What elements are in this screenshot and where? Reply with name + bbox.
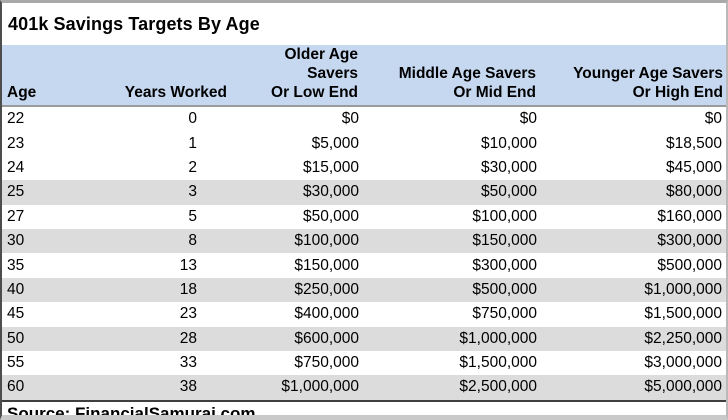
cell-mid: $0 xyxy=(519,110,537,128)
cell-mid: $50,000 xyxy=(362,180,540,205)
cell-years: 8 xyxy=(54,228,231,254)
cell-age: 45 xyxy=(7,305,25,323)
cell-years: 5 xyxy=(188,207,197,225)
cell-high: $160,000 xyxy=(657,207,722,225)
table-row-age-30: 30 8 $100,000 $150,000 $300,000 xyxy=(2,228,726,254)
cell-high: $1,500,000 xyxy=(644,305,722,323)
table-row-age-60: 60 38 $1,000,000 $2,500,000 $5,000,000 xyxy=(2,375,726,400)
source-caption: Source: FinancialSamurai.com xyxy=(2,399,726,415)
cell-mid: $150,000 xyxy=(362,228,540,254)
cell-high: $80,000 xyxy=(540,180,726,205)
cell-years: 0 xyxy=(188,110,197,128)
column-header-age: Age xyxy=(2,45,54,107)
table-body: 22 0 $0 $0 $0 23 1 $5,000 $10,000 $18,500 24 2 $15,0… xyxy=(2,106,726,400)
column-header-high: Younger Age Savers Or High End xyxy=(540,45,726,107)
table-row-age-24: 24 2 $15,000 $30,000 $45,000 xyxy=(2,156,726,180)
cell-low: $600,000 xyxy=(231,326,362,351)
cell-age: 27 xyxy=(7,207,25,225)
cell-age: 23 xyxy=(7,134,25,152)
cell-age: 22 xyxy=(7,110,25,128)
cell-mid: $30,000 xyxy=(480,158,537,176)
cell-age: 35 xyxy=(7,256,25,274)
cell-high: $3,000,000 xyxy=(644,354,722,372)
cell-low: $50,000 xyxy=(302,207,359,225)
cell-years: 38 xyxy=(54,375,231,400)
table-row-age-40: 40 18 $250,000 $500,000 $1,000,000 xyxy=(2,277,726,303)
table-row-age-45: 45 23 $400,000 $750,000 $1,500,000 xyxy=(2,302,726,326)
cell-high: $2,250,000 xyxy=(540,326,726,351)
table-row-age-55: 55 33 $750,000 $1,500,000 $3,000,000 xyxy=(2,351,726,375)
cell-high: $45,000 xyxy=(665,158,722,176)
cell-low: $250,000 xyxy=(231,277,362,303)
cell-age: 40 xyxy=(2,277,54,303)
cell-low: $150,000 xyxy=(294,256,359,274)
cell-low: $30,000 xyxy=(231,180,362,205)
table-row-age-27: 27 5 $50,000 $100,000 $160,000 xyxy=(2,205,726,229)
table-row-age-25: 25 3 $30,000 $50,000 $80,000 xyxy=(2,180,726,205)
cell-years: 2 xyxy=(188,158,197,176)
table-row-age-35: 35 13 $150,000 $300,000 $500,000 xyxy=(2,253,726,277)
cell-age: 60 xyxy=(2,375,54,400)
cell-mid: $100,000 xyxy=(472,207,537,225)
cell-years: 28 xyxy=(54,326,231,351)
cell-mid: $750,000 xyxy=(472,305,537,323)
cell-age: 24 xyxy=(7,158,25,176)
cell-years: 33 xyxy=(179,354,197,372)
table-title: 401k Savings Targets By Age xyxy=(2,3,726,45)
table-row-age-23: 23 1 $5,000 $10,000 $18,500 xyxy=(2,131,726,155)
cell-age: 50 xyxy=(2,326,54,351)
cell-years: 13 xyxy=(179,256,197,274)
cell-mid: $300,000 xyxy=(472,256,537,274)
cell-high: $300,000 xyxy=(540,228,726,254)
cell-years: 18 xyxy=(54,277,231,303)
cell-mid: $1,000,000 xyxy=(362,326,540,351)
cell-high: $5,000,000 xyxy=(540,375,726,400)
cell-high: $1,000,000 xyxy=(540,277,726,303)
column-header-low: Older Age Savers Or Low End xyxy=(231,45,362,107)
cell-mid: $2,500,000 xyxy=(362,375,540,400)
cell-years: 3 xyxy=(54,180,231,205)
cell-low: $750,000 xyxy=(294,354,359,372)
cell-low: $100,000 xyxy=(231,228,362,254)
column-header-years: Years Worked xyxy=(54,45,231,107)
table-row-age-50: 50 28 $600,000 $1,000,000 $2,250,000 xyxy=(2,326,726,351)
cell-age: 55 xyxy=(7,354,25,372)
cell-high: $18,500 xyxy=(665,134,722,152)
cell-low: $1,000,000 xyxy=(231,375,362,400)
cell-low: $0 xyxy=(341,110,359,128)
cell-age: 30 xyxy=(2,228,54,254)
cell-high: $500,000 xyxy=(657,256,722,274)
cell-low: $15,000 xyxy=(302,158,359,176)
cell-mid: $1,500,000 xyxy=(459,354,537,372)
cell-low: $400,000 xyxy=(294,305,359,323)
cell-years: 23 xyxy=(179,305,197,323)
cell-age: 25 xyxy=(2,180,54,205)
cell-years: 1 xyxy=(188,134,197,152)
cell-mid: $10,000 xyxy=(480,134,537,152)
cell-low: $5,000 xyxy=(311,134,359,152)
savings-table: Age Years Worked Older Age Savers Or Low E… xyxy=(2,45,726,400)
cell-mid: $500,000 xyxy=(362,277,540,303)
table-row-age-22: 22 0 $0 $0 $0 xyxy=(2,106,726,131)
cell-high: $0 xyxy=(704,110,722,128)
header-row: Age Years Worked Older Age Savers Or Low E… xyxy=(2,45,726,107)
column-header-mid: Middle Age Savers Or Mid End xyxy=(362,45,540,107)
table-header-row: Age Years Worked Older Age Savers Or Low E… xyxy=(2,45,726,107)
